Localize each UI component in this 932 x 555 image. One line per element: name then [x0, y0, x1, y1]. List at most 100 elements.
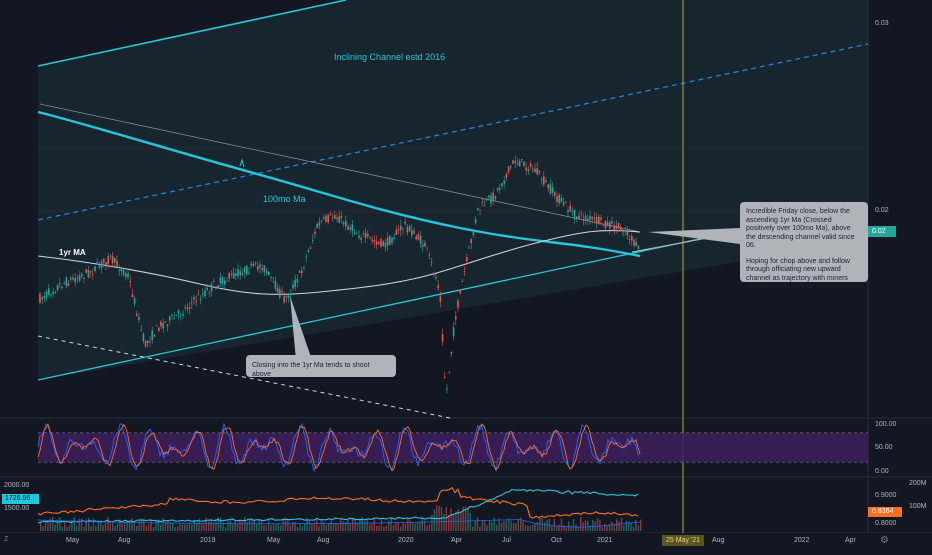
volume-bar [412, 522, 414, 531]
volume-bar [232, 524, 234, 531]
volume-bar [570, 525, 572, 531]
note-bottom[interactable]: Closing into the 1yr Ma tends to shoot a… [246, 355, 396, 378]
candle-body [602, 223, 604, 225]
volume-bar [352, 518, 354, 531]
note-right-pointer-line [631, 231, 741, 253]
volume-bar [342, 521, 344, 531]
volume-bar [234, 520, 236, 531]
candle-body [617, 222, 620, 229]
volume-bar [508, 518, 510, 531]
candle-body [628, 239, 631, 240]
candle-body [496, 188, 499, 190]
volume-bar [488, 521, 491, 531]
candle-body [149, 341, 151, 343]
zoom-button[interactable]: Z [4, 536, 9, 543]
candle-body [569, 205, 571, 212]
volume-bar [119, 519, 121, 531]
volume-bar [392, 524, 395, 531]
volume-bar [500, 522, 503, 531]
candle-body [206, 287, 208, 290]
volume-bar [124, 522, 126, 531]
candle-body [122, 269, 125, 275]
volume-bar [47, 520, 49, 531]
candle-body [463, 270, 466, 272]
volume-bar [109, 521, 111, 531]
volume-bar [71, 519, 73, 531]
candle-body [485, 199, 488, 200]
note-right[interactable]: Incredible Friday close, below the ascen… [740, 202, 868, 290]
volume-bar [210, 518, 212, 531]
candle-body [422, 244, 424, 247]
ma1yr-line [37, 229, 641, 295]
volume-bar [88, 517, 90, 531]
candle-body [103, 258, 105, 263]
volume-bar [301, 525, 303, 531]
volume-bar [505, 521, 507, 531]
volume-bar [83, 526, 85, 531]
candle-body [287, 295, 290, 298]
volume-bar [296, 526, 299, 531]
volume-bar [416, 522, 419, 531]
candle-body [140, 329, 142, 331]
volume-bar [469, 512, 471, 531]
candle-body [600, 217, 602, 220]
candle-body [356, 233, 358, 234]
volume-bar [112, 521, 114, 531]
candle-body [347, 226, 349, 230]
volume-bar [584, 520, 587, 531]
volume-bar [493, 517, 495, 531]
candle-body [591, 216, 593, 219]
candle-body [120, 267, 123, 272]
volume-bar [76, 525, 78, 531]
candle-body [133, 298, 136, 304]
candle-body [52, 291, 54, 294]
volume-bar [404, 524, 407, 531]
volume-bar [68, 525, 71, 531]
note-bottom-text: Closing into the 1yr Ma tends to shoot a… [252, 362, 370, 378]
volume-bar [59, 517, 61, 531]
volume-bar [64, 522, 66, 531]
candle-body [353, 232, 356, 235]
x-label: Aug [317, 537, 330, 544]
volume-bar [575, 524, 577, 531]
volume-bar [402, 522, 404, 531]
ma1yr-label: 1yr MA [59, 248, 86, 257]
volume-bar [229, 519, 231, 531]
volume-bar [304, 523, 306, 531]
volume-bar [517, 518, 519, 531]
volume-bar [150, 518, 152, 531]
candle-body [565, 201, 567, 203]
candle-body [604, 220, 607, 229]
candle-body [571, 211, 574, 212]
candle-body [129, 281, 131, 283]
secondary-line [37, 519, 641, 528]
candle-body [402, 228, 404, 230]
candle-body [307, 250, 310, 252]
candle-body [109, 255, 112, 257]
volume-bar [85, 519, 87, 531]
candle-body [142, 333, 145, 341]
volume-bar [536, 521, 539, 531]
volume-bar [452, 513, 455, 531]
volume-bar [292, 521, 294, 531]
candle-body [375, 241, 378, 245]
volume-bar [524, 525, 527, 531]
volume-bar [580, 517, 582, 531]
volume-bar [152, 526, 155, 531]
candle-body [290, 293, 292, 295]
gear-icon[interactable]: ⚙ [880, 535, 889, 546]
candle-body [85, 269, 87, 273]
candle-body [250, 263, 252, 266]
candle-body [177, 310, 180, 314]
candle-body [459, 289, 461, 294]
candle-body [232, 272, 235, 279]
volume-bar [620, 517, 623, 531]
candle-body [340, 216, 343, 219]
candle-body [248, 272, 250, 274]
volume-bar [90, 526, 92, 531]
volume-bar [169, 522, 171, 531]
candle-body [631, 235, 633, 241]
x-label: 2020 [398, 537, 414, 544]
candle-body [39, 293, 41, 303]
candle-body [215, 286, 217, 289]
